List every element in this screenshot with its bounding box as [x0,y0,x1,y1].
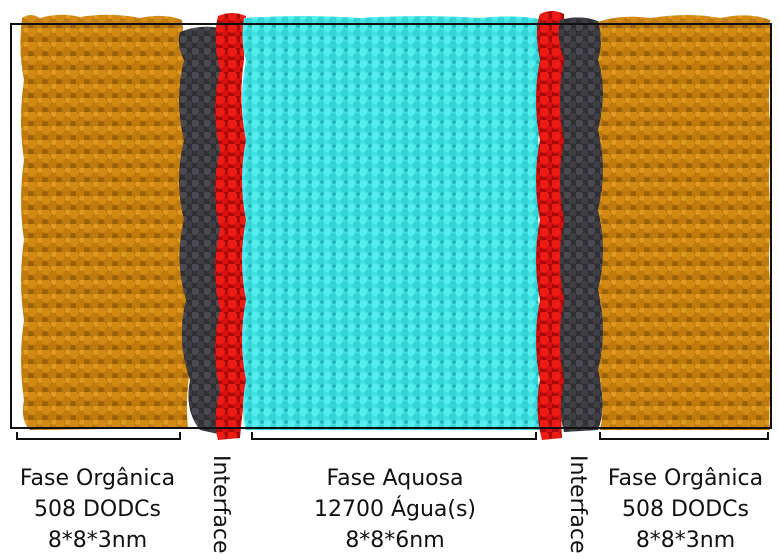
aqueous-size: 8*8*6nm [345,528,445,553]
aqueous-count: 12700 Água(s) [313,497,477,522]
left-interface-red [215,13,248,440]
aqueous-phase [242,16,543,430]
right-organic-label: Fase Orgânica 508 DODCs 8*8*3nm [592,463,779,556]
aqueous-bracket [251,432,537,440]
aqueous-label: Fase Aquosa 12700 Água(s) 8*8*6nm [270,463,520,556]
simulation-box-outline [10,23,772,429]
right-interface-gray [558,17,605,433]
left-organic-size: 8*8*3nm [47,528,148,553]
aqueous-title: Fase Aquosa [326,466,464,491]
left-organic-phase [20,14,191,431]
right-organic-bracket [599,432,769,440]
right-interface-red [536,11,566,440]
simulation-box [10,11,772,440]
left-organic-title: Fase Orgânica [19,466,176,491]
right-organic-count: 508 DODCs [621,497,749,522]
left-interface-gray [178,26,228,437]
right-interface-label: Interface [565,455,590,554]
right-organic-size: 8*8*3nm [635,528,736,553]
left-organic-label: Fase Orgânica 508 DODCs 8*8*3nm [5,463,190,556]
left-organic-bracket [16,432,181,440]
right-organic-phase [598,15,772,430]
left-interface-label: Interface [208,455,233,554]
right-organic-title: Fase Orgânica [607,466,764,491]
left-organic-count: 508 DODCs [33,497,161,522]
